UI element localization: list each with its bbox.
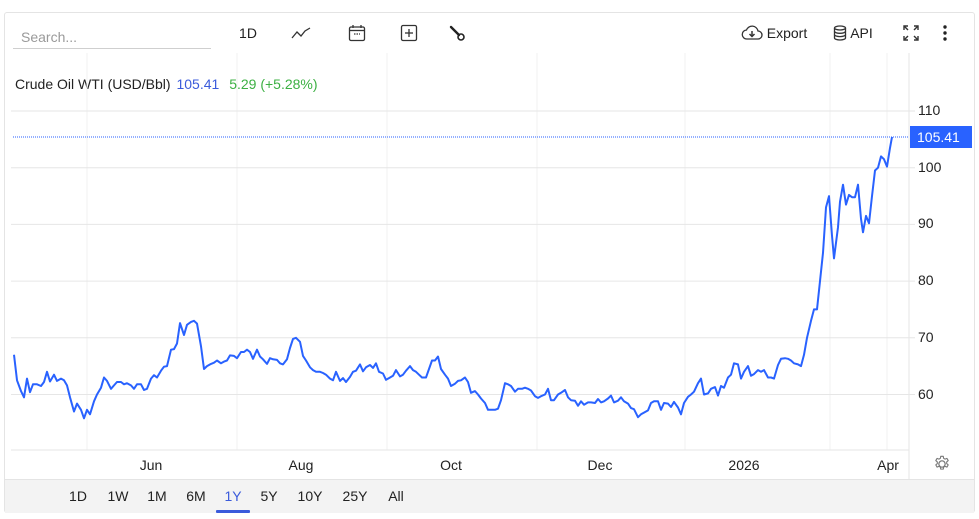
vertical-gridlines bbox=[86, 53, 888, 450]
chart-type-button[interactable] bbox=[289, 21, 313, 45]
range-button-10y[interactable]: 10Y bbox=[297, 488, 323, 504]
y-axis-label: 90 bbox=[918, 215, 934, 232]
x-axis-label: 2026 bbox=[728, 457, 760, 473]
range-button-1d[interactable]: 1D bbox=[69, 488, 87, 504]
current-price-tag: 105.41 bbox=[910, 126, 972, 149]
y-axis-label: 60 bbox=[918, 385, 934, 402]
instrument-change: 5.29 (+5.28%) bbox=[229, 76, 318, 92]
more-vertical-icon bbox=[943, 25, 947, 41]
range-button-1m[interactable]: 1M bbox=[147, 488, 167, 504]
range-button-6m[interactable]: 6M bbox=[186, 488, 206, 504]
x-axis-label: Jun bbox=[139, 457, 163, 473]
instrument-name: Crude Oil WTI (USD/Bbl) bbox=[15, 76, 171, 92]
range-button-5y[interactable]: 5Y bbox=[260, 488, 278, 504]
line-chart-icon bbox=[291, 27, 311, 39]
range-button-1y[interactable]: 1Y bbox=[216, 480, 250, 514]
price-series-line bbox=[13, 136, 893, 420]
price-chart[interactable] bbox=[5, 13, 974, 479]
gear-icon[interactable] bbox=[933, 455, 951, 473]
x-axis-label: Aug bbox=[288, 457, 314, 473]
x-axis-label: Dec bbox=[587, 457, 613, 473]
fullscreen-button[interactable] bbox=[899, 21, 923, 45]
x-axis-label: Apr bbox=[877, 457, 899, 473]
instrument-price: 105.41 bbox=[176, 76, 220, 92]
export-button[interactable]: Export bbox=[738, 21, 810, 45]
interval-button[interactable]: 1D bbox=[233, 21, 263, 45]
range-button-25y[interactable]: 25Y bbox=[342, 488, 368, 504]
expand-icon bbox=[903, 25, 919, 41]
export-label: Export bbox=[766, 25, 808, 41]
api-label: API bbox=[850, 25, 873, 41]
date-range-button[interactable] bbox=[345, 21, 369, 45]
horizontal-gridlines bbox=[11, 110, 915, 395]
y-axis-label: 100 bbox=[918, 158, 942, 175]
api-button[interactable]: API bbox=[830, 21, 876, 45]
y-axis-label: 70 bbox=[918, 328, 934, 345]
calendar-icon bbox=[348, 25, 366, 42]
instrument-header: Crude Oil WTI (USD/Bbl) 105.41 5.29 (+5.… bbox=[15, 76, 318, 92]
y-axis-label: 110 bbox=[918, 102, 941, 118]
search-input[interactable] bbox=[13, 25, 211, 49]
tools-button[interactable] bbox=[445, 21, 469, 45]
more-menu-button[interactable] bbox=[937, 21, 953, 45]
range-selector: 1D 1W 1M 6M 1Y 5Y 10Y 25Y All bbox=[5, 479, 974, 513]
interval-label: 1D bbox=[239, 25, 257, 41]
range-button-1w[interactable]: 1W bbox=[107, 488, 129, 504]
database-icon bbox=[834, 25, 847, 41]
wrench-icon bbox=[449, 25, 465, 41]
range-button-all[interactable]: All bbox=[388, 488, 404, 504]
add-indicator-button[interactable] bbox=[397, 21, 421, 45]
chart-widget: 1D Export API Crude Oil WTI bbox=[4, 12, 975, 513]
x-axis-label: Oct bbox=[440, 457, 462, 473]
y-axis-label: 80 bbox=[918, 272, 934, 289]
toolbar: 1D Export API bbox=[5, 13, 974, 53]
plus-square-icon bbox=[400, 24, 418, 42]
cloud-download-icon bbox=[741, 25, 763, 40]
